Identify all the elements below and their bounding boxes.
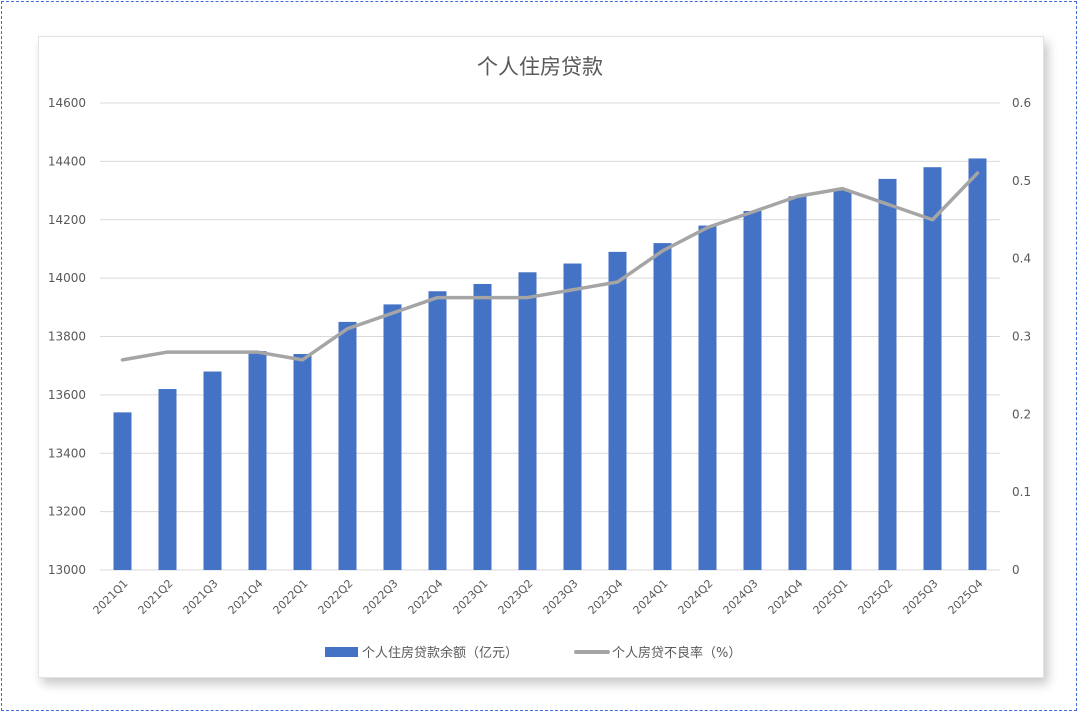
x-tick-label: 2025Q3 [901,577,941,617]
bar [383,304,402,570]
x-tick-label: 2024Q2 [676,577,716,617]
bar [653,243,672,570]
right-axis: 0 0.1 0.2 0.3 0.4 0.5 0.6 [1012,96,1031,577]
legend-label-bar: 个人住房贷款余额（亿元） [362,645,518,661]
line-series [120,171,980,362]
right-tick-label: 0 [1012,563,1020,577]
chart-card [38,36,1044,678]
x-tick-label: 2024Q4 [766,577,806,617]
bar [203,371,222,570]
x-tick-label: 2022Q3 [361,577,401,617]
right-tick-label: 0.3 [1012,330,1031,344]
x-tick-label: 2022Q2 [316,577,356,617]
chart-title: 个人住房贷款 [477,55,603,79]
x-tick-label: 2025Q1 [811,577,851,617]
left-tick-label: 14600 [48,96,86,110]
bar [833,190,852,570]
legend: 个人住房贷款余额（亿元） 个人房贷不良率（%） [325,645,741,661]
left-tick-label: 14400 [48,154,86,168]
x-tick-label: 2021Q3 [181,577,221,617]
x-tick-label: 2021Q4 [226,577,266,617]
x-tick-label: 2024Q1 [631,577,671,617]
x-tick-label: 2022Q4 [406,577,446,617]
bar [743,210,762,570]
right-tick-label: 0.6 [1012,96,1031,110]
x-tick-label: 2021Q1 [91,577,131,617]
bar [338,321,357,570]
right-tick-label: 0.1 [1012,485,1031,499]
bar [113,412,132,570]
x-tick-label: 2021Q2 [136,577,176,617]
legend-label-line: 个人房贷不良率（%） [612,645,741,661]
bar [788,196,807,570]
left-tick-label: 13400 [48,446,86,460]
x-tick-label: 2025Q2 [856,577,896,617]
left-tick-label: 14200 [48,213,86,227]
left-tick-label: 14000 [48,271,86,285]
x-tick-label: 2023Q1 [451,577,491,617]
bar [968,158,987,571]
bar [698,225,717,570]
bar [158,389,177,570]
x-tick-label: 2023Q3 [541,577,581,617]
left-axis: 13000 13200 13400 13600 13800 14000 14200 14400… [48,96,86,577]
bar-series [113,158,987,571]
bar [428,291,447,570]
left-tick-label: 13600 [48,388,86,402]
series-line [120,171,980,362]
bar [563,263,582,570]
x-tick-label: 2024Q3 [721,577,761,617]
bar [608,251,627,570]
x-tick-label: 2023Q4 [586,577,626,617]
x-tick-label: 2022Q1 [271,577,311,617]
right-tick-label: 0.2 [1012,407,1031,421]
bar [248,351,267,570]
right-tick-label: 0.4 [1012,252,1031,266]
right-tick-label: 0.5 [1012,174,1031,188]
x-tick-label: 2023Q2 [496,577,536,617]
bar [293,354,312,570]
x-axis: 2021Q1 2021Q2 2021Q3 2021Q4 2022Q1 2022Q2 2022… [91,577,986,617]
x-tick-label: 2025Q4 [946,577,986,617]
legend-swatch-bar [325,647,358,657]
gridlines [100,102,1000,571]
bar [473,283,492,570]
bar [923,167,942,570]
bar [878,178,897,570]
left-tick-label: 13000 [48,563,86,577]
left-tick-label: 13800 [48,330,86,344]
left-tick-label: 13200 [48,505,86,519]
bar [518,272,537,570]
